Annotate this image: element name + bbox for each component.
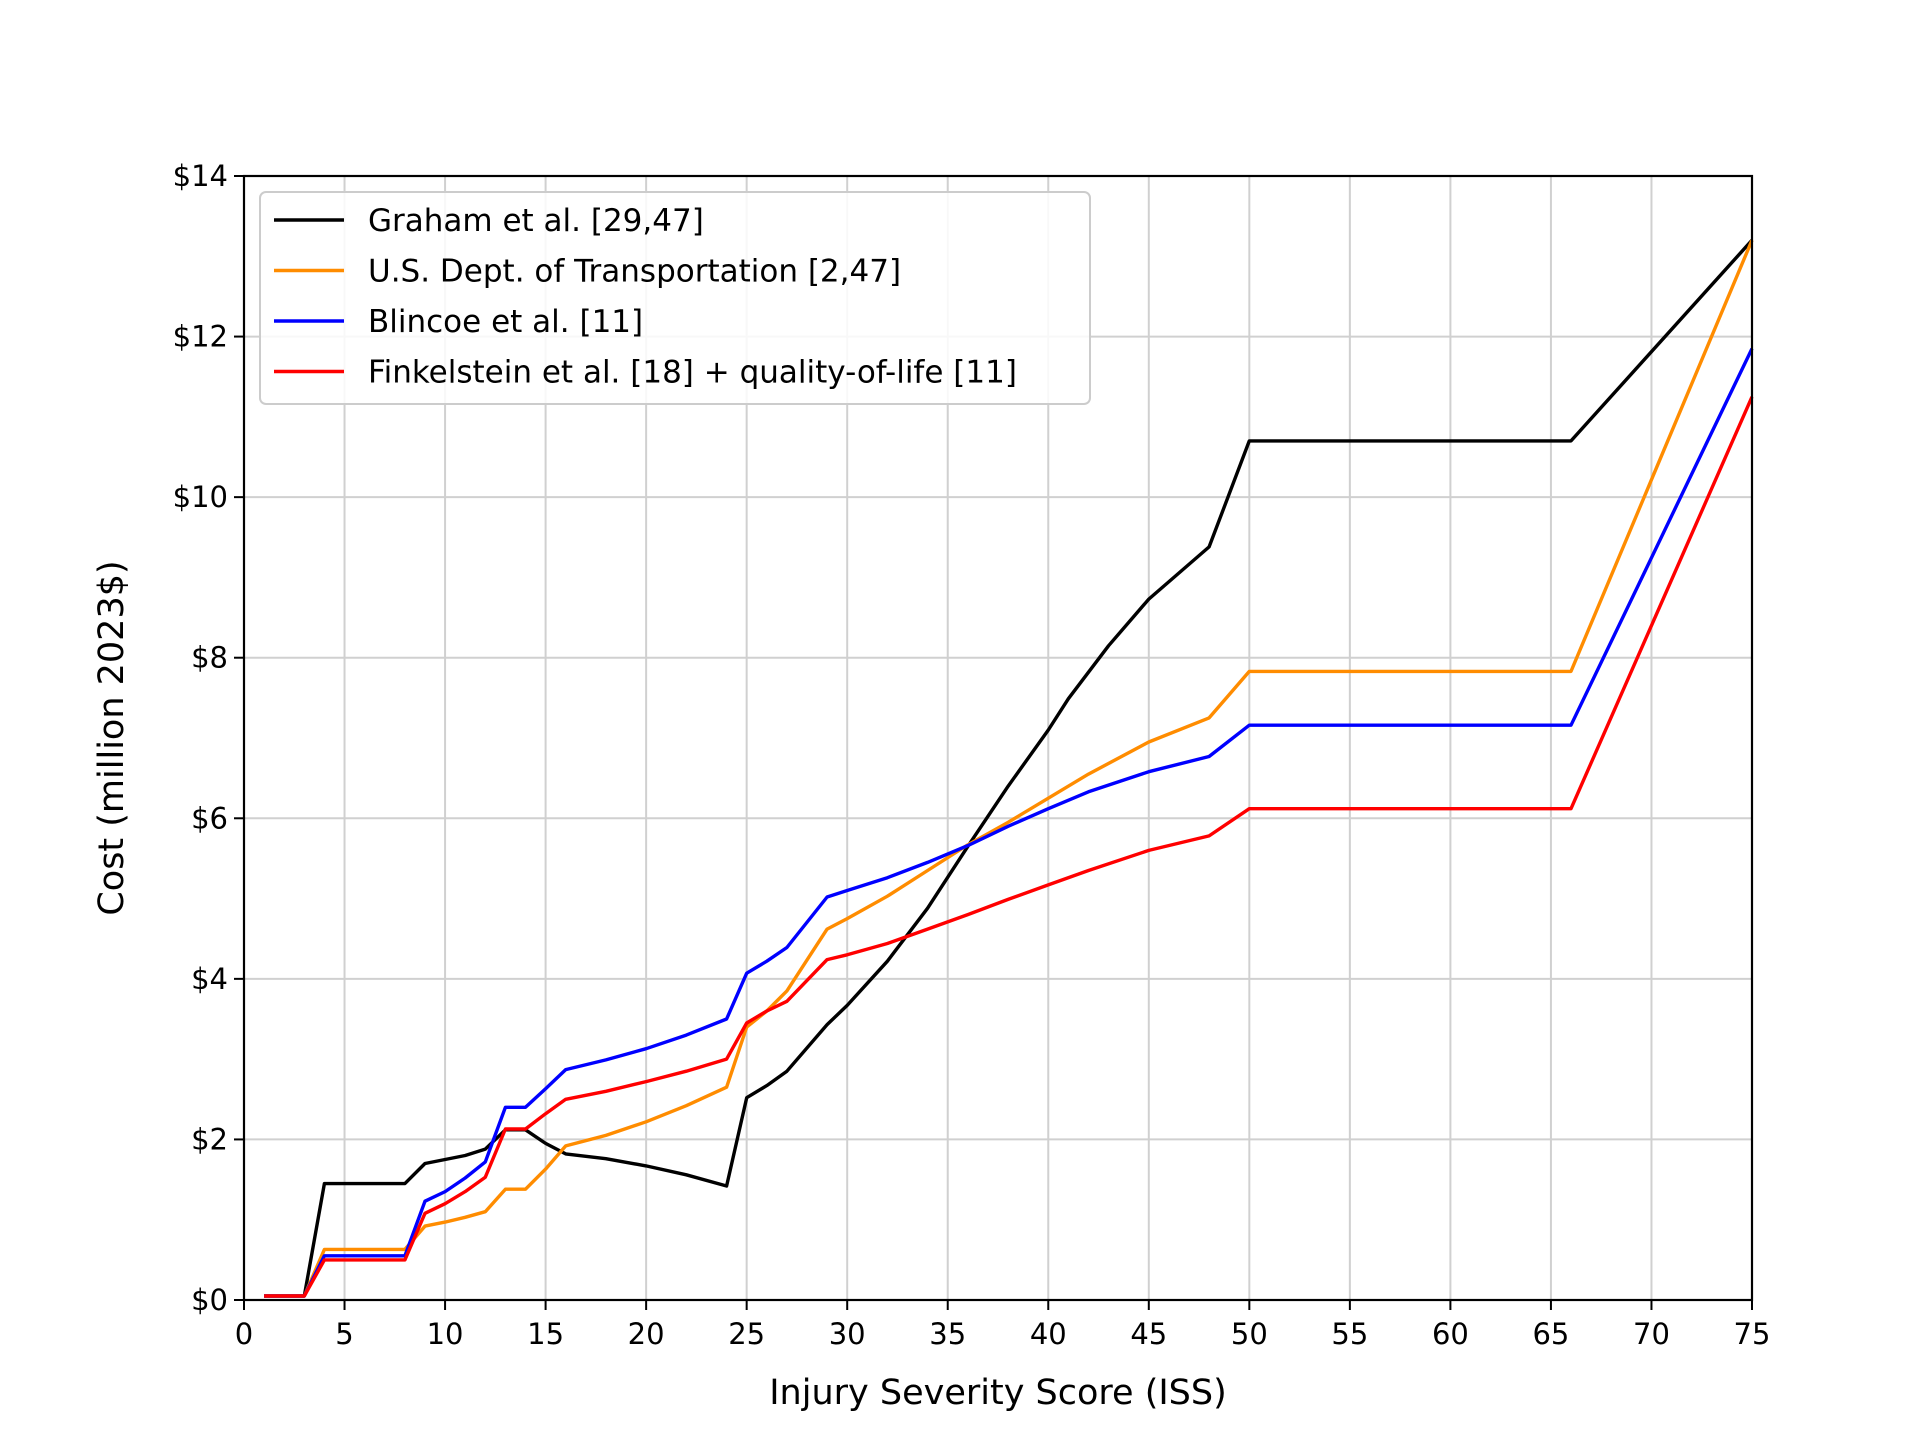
x-tick-label: 50 [1231,1317,1268,1351]
plot-frame [242,174,1754,1302]
x-tick-label: 40 [1030,1317,1067,1351]
x-tick-label: 5 [335,1317,353,1351]
series-line [264,396,1754,1298]
legend-label: Graham et al. [29,47] [368,203,704,239]
series-line [264,239,1754,1298]
x-tick-label: 55 [1331,1317,1368,1351]
legend-label: U.S. Dept. of Transportation [2,47] [368,254,901,290]
x-tick-label: 25 [728,1317,765,1351]
x-tick-label: 65 [1532,1317,1569,1351]
legend-box [259,191,1091,405]
x-axis-title: Injury Severity Score (ISS) [769,1373,1227,1413]
x-tick-label: 45 [1130,1317,1167,1351]
y-tick-label: $0 [191,1283,228,1317]
y-tick-label: $4 [191,962,228,996]
legend: Graham et al. [29,47] U.S. Dept. of Trans… [259,191,1091,405]
x-tick-label: 75 [1734,1317,1771,1351]
y-tick-label: $2 [191,1122,228,1156]
x-tick-label: 60 [1432,1317,1469,1351]
y-tick-label: $10 [173,480,228,514]
y-tick-label: $6 [191,801,228,835]
y-tick-label: $12 [173,320,228,354]
x-tick-label: 0 [235,1317,253,1351]
y-axis-title: Cost (million 2023$) [92,560,132,915]
legend-label: Finkelstein et al. [18] + quality-of-lif… [368,355,1017,391]
y-tick-label: $14 [173,159,228,193]
x-tick-label: 15 [527,1317,564,1351]
x-axis-ticks: 0 5 10 15 20 25 30 35 40 45 50 55 60 65 70 75 [235,1300,1771,1351]
y-tick-label: $8 [191,641,228,675]
x-tick-label: 10 [427,1317,464,1351]
series-lines [264,239,1754,1298]
legend-label: Blincoe et al. [11] [368,304,643,340]
y-axis-ticks: $0 $2 $4 $6 $8 $10 $12 $14 [173,159,244,1317]
x-tick-label: 30 [829,1317,866,1351]
x-tick-label: 35 [929,1317,966,1351]
series-line [264,239,1754,1298]
x-tick-label: 70 [1633,1317,1670,1351]
series-line [264,347,1754,1298]
x-tick-label: 20 [628,1317,665,1351]
